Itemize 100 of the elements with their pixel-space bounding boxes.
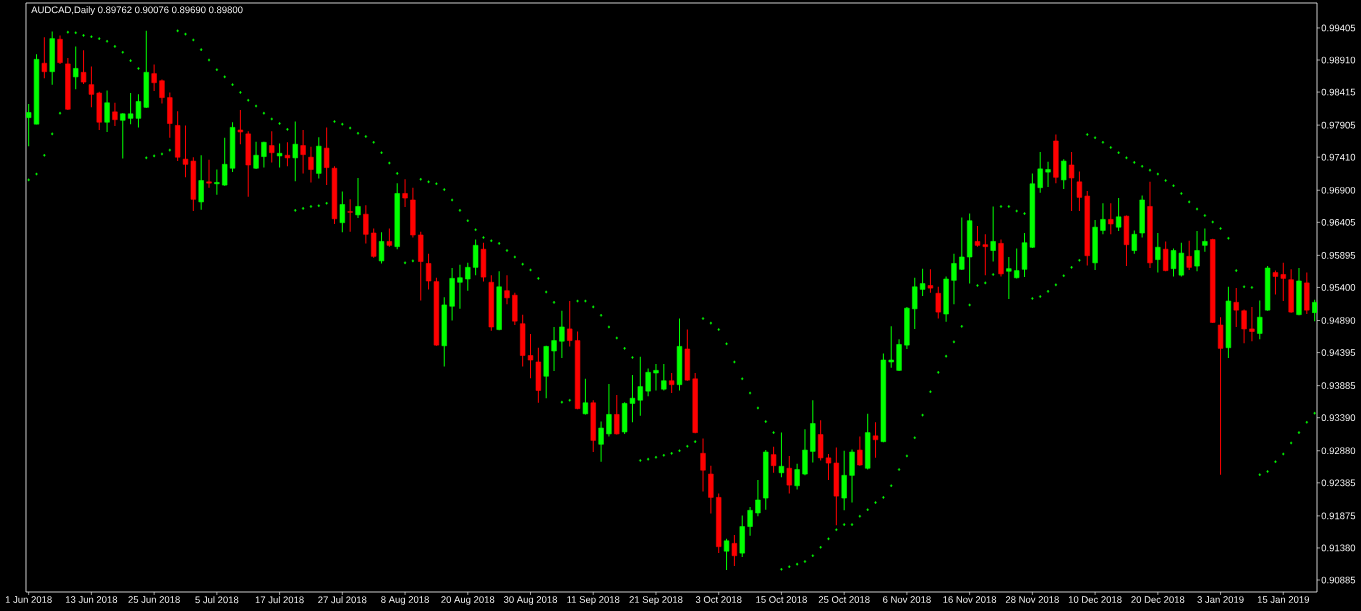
candlestick: [841, 450, 847, 511]
candlestick: [755, 479, 761, 517]
x-tick-label: 16 Nov 2018: [943, 596, 997, 603]
candlestick: [112, 102, 118, 127]
candlestick: [371, 227, 377, 259]
candlestick: [700, 437, 706, 493]
candlestick: [214, 169, 220, 196]
chart-title: AUDCAD,Daily 0.89762 0.90076 0.89690 0.89800: [31, 6, 243, 16]
candlestick: [982, 233, 988, 276]
candlestick: [653, 363, 659, 391]
x-tick-label: 10 Dec 2018: [1068, 596, 1122, 603]
candlestick: [1257, 299, 1263, 340]
candlestick: [237, 109, 244, 145]
y-tick-label: 0.98910: [1321, 56, 1356, 64]
candlestick: [708, 465, 714, 515]
y-tick-label: 0.93885: [1321, 382, 1356, 389]
candlestick: [276, 143, 283, 169]
y-tick-label: 0.90885: [1321, 576, 1356, 584]
x-tick-label: 6 Nov 2018: [883, 596, 931, 603]
candlestick: [1061, 158, 1067, 190]
candlestick: [794, 463, 800, 491]
candlestick: [222, 137, 228, 187]
candlestick: [472, 239, 479, 276]
candlestick: [1131, 229, 1137, 255]
candlestick: [1194, 230, 1200, 272]
candlestick: [598, 421, 604, 463]
x-tick-label: 21 Sep 2018: [629, 596, 683, 605]
candlestick: [120, 112, 126, 160]
candlestick: [284, 141, 291, 167]
candlestick: [872, 421, 879, 459]
candlestick: [974, 225, 981, 248]
y-tick-label: 0.92880: [1321, 447, 1356, 455]
candlestick: [88, 66, 95, 108]
candlestick: [849, 448, 855, 504]
candlestick: [1108, 202, 1114, 235]
candlestick: [919, 268, 926, 297]
candlestick: [747, 506, 753, 537]
candlestick: [402, 178, 408, 208]
x-tick-label: 25 Jun 2018: [128, 596, 180, 603]
candlestick: [661, 363, 667, 391]
y-tick-label: 0.93390: [1321, 414, 1356, 422]
y-tick-label: 0.91380: [1321, 544, 1356, 552]
x-tick-label: 17 Jul 2018: [255, 596, 304, 604]
candlestick: [927, 268, 934, 294]
x-tick-label: 1 Jun 2018: [5, 596, 52, 603]
candlestick: [1076, 170, 1083, 212]
candlestick: [1155, 232, 1161, 274]
y-tick-label: 0.97410: [1321, 153, 1356, 161]
candlestick: [1068, 151, 1075, 212]
y-tick-label: 0.92385: [1321, 479, 1356, 487]
candlestick: [57, 34, 63, 65]
y-tick-label: 0.99405: [1321, 24, 1356, 32]
candlestick: [1272, 270, 1279, 296]
candlestick: [912, 277, 918, 330]
candlestick: [308, 146, 314, 183]
candlestick: [559, 310, 565, 359]
candlestick: [41, 36, 47, 79]
candlestick: [1006, 256, 1012, 300]
candlestick: [959, 216, 965, 271]
candlestick: [378, 231, 385, 264]
candlestick: [355, 177, 361, 219]
x-tick-label: 3 Jan 2019: [1197, 596, 1244, 603]
candlestick: [151, 64, 157, 92]
x-tick-label: 3 Oct 2018: [695, 596, 742, 603]
x-tick-label: 30 Aug 2018: [503, 596, 558, 605]
candlestick: [778, 432, 785, 478]
candlestick: [1249, 306, 1255, 342]
candlestick: [465, 262, 471, 292]
y-tick-label: 0.94395: [1321, 349, 1356, 356]
candlestick: [261, 141, 267, 169]
x-tick-label: 25 Oct 2018: [818, 596, 870, 603]
candlestick: [1233, 287, 1239, 328]
x-tick-label: 8 Aug 2018: [381, 596, 429, 605]
candlestick: [269, 130, 275, 163]
x-tick-label: 11 Sep 2018: [567, 596, 620, 605]
candlestick: [300, 129, 306, 174]
candlestick: [1115, 197, 1122, 232]
candlestick: [1202, 227, 1208, 253]
candlestick: [457, 264, 463, 310]
candlestick: [637, 356, 643, 417]
y-tick-label: 0.91875: [1321, 512, 1356, 520]
x-tick-label: 20 Dec 2018: [1131, 596, 1185, 603]
x-tick-label: 15 Jan 2019: [1257, 596, 1309, 603]
candlestick: [1186, 240, 1192, 271]
candlestick: [198, 154, 204, 211]
candlestick: [857, 435, 863, 467]
x-tick-label: 13 Jun 2018: [65, 596, 118, 603]
candlestick: [253, 141, 259, 170]
candlestick: [292, 121, 298, 182]
candlestick: [582, 378, 589, 415]
candlestick: [1045, 161, 1051, 188]
candlestick: [645, 367, 651, 397]
candlestick: [669, 372, 675, 394]
y-tick-label: 0.98415: [1321, 88, 1356, 96]
candlestick: [182, 124, 189, 178]
candlestick: [1217, 316, 1224, 476]
candlestick: [731, 534, 738, 567]
y-tick-label: 0.97905: [1321, 121, 1356, 129]
candlestick: [323, 126, 330, 186]
candlestick: [951, 253, 957, 305]
